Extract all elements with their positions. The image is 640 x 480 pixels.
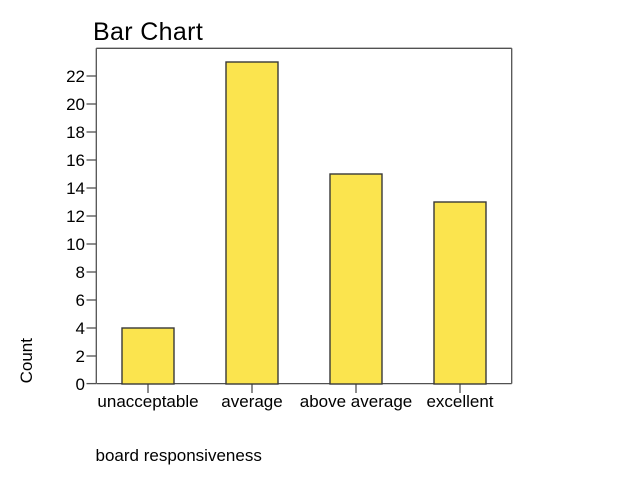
- svg-text:board responsiveness: board responsiveness: [96, 446, 262, 465]
- svg-text:4: 4: [76, 319, 85, 338]
- svg-text:16: 16: [66, 151, 85, 170]
- svg-text:unacceptable: unacceptable: [97, 392, 198, 411]
- svg-text:12: 12: [66, 207, 85, 226]
- svg-text:above average: above average: [300, 392, 412, 411]
- svg-text:18: 18: [66, 123, 85, 142]
- svg-text:20: 20: [66, 95, 85, 114]
- svg-text:14: 14: [66, 179, 85, 198]
- svg-text:excellent: excellent: [426, 392, 493, 411]
- svg-text:22: 22: [66, 67, 85, 86]
- svg-text:average: average: [221, 392, 282, 411]
- svg-text:Bar Chart: Bar Chart: [93, 18, 203, 46]
- svg-text:10: 10: [66, 235, 85, 254]
- svg-text:Count: Count: [17, 338, 36, 384]
- svg-text:0: 0: [76, 375, 85, 394]
- svg-text:2: 2: [76, 347, 85, 366]
- svg-text:6: 6: [76, 291, 85, 310]
- svg-text:8: 8: [76, 263, 85, 282]
